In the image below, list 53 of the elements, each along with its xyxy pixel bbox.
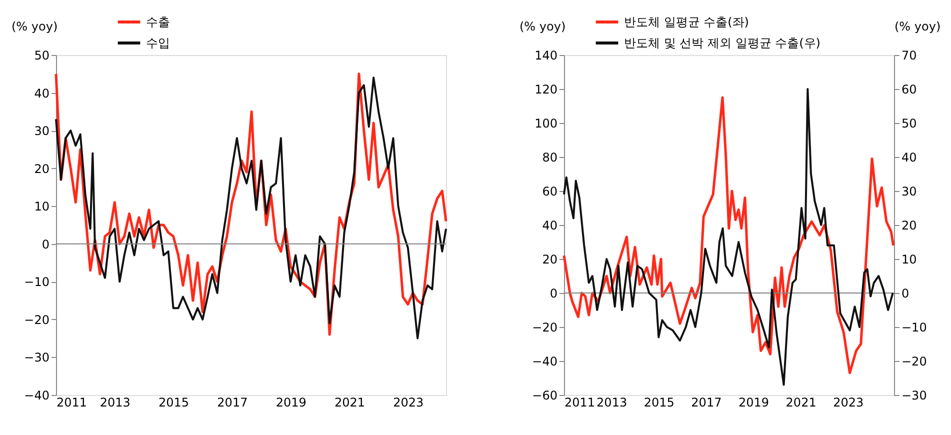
y-tick-label: −20	[24, 312, 50, 327]
y-tick-label: 140	[534, 48, 558, 62]
y2-tick-label: 20	[902, 218, 917, 232]
x-tick-label: 2013	[596, 396, 628, 410]
y-tick-label: 50	[34, 48, 50, 62]
y2-tick-label: −30	[902, 388, 927, 402]
x-tick-label: 2015	[644, 396, 674, 410]
y-tick-label: 20	[542, 252, 558, 266]
y2-tick-label: 30	[902, 184, 917, 198]
y-tick-label: −10	[24, 275, 50, 290]
y-tick-label: 40	[542, 218, 558, 232]
x-tick-label: 2011	[56, 396, 88, 410]
y2-tick-label: −20	[902, 354, 927, 368]
y2-axis-title: (% yoy)	[894, 20, 941, 34]
y2-tick-label: 10	[902, 252, 917, 266]
x-tick-label: 2019	[276, 396, 306, 410]
y-tick-label: 20	[34, 162, 50, 176]
x-tick-label: 2021	[334, 396, 366, 410]
x-tick-label: 2011	[564, 396, 596, 410]
x-tick-label: 2015	[158, 396, 190, 410]
y-axis-title: (% yoy)	[520, 20, 566, 34]
x-tick-label: 2021	[786, 396, 816, 410]
legend-label: 반도체 및 선박 제외 일평균 수출(우)	[624, 36, 820, 50]
x-tick-label: 2013	[100, 396, 130, 410]
x-tick-label: 2023	[833, 396, 864, 410]
y-tick-label: 30	[34, 124, 50, 138]
y-tick-label: −40	[24, 388, 50, 402]
y-tick-label: −40	[532, 354, 558, 368]
x-tick-label: 2017	[691, 396, 722, 410]
legend-label: 반도체 일평균 수출(좌)	[624, 15, 749, 29]
y2-tick-label: 0	[902, 286, 910, 300]
y-axis-title: (% yoy)	[12, 20, 58, 34]
y2-tick-label: 40	[902, 150, 917, 164]
y-tick-label: −30	[24, 350, 50, 365]
y-tick-label: 0	[550, 286, 558, 300]
x-tick-label: 2019	[738, 396, 770, 410]
y-tick-label: 120	[534, 82, 558, 96]
y-tick-label: −20	[532, 320, 558, 334]
y-tick-label: 60	[542, 184, 558, 198]
y-tick-label: 80	[542, 150, 558, 164]
y2-tick-label: 60	[902, 82, 917, 96]
y2-tick-label: −10	[902, 320, 927, 334]
y2-tick-label: 50	[902, 116, 917, 130]
y2-tick-label: 70	[902, 48, 917, 62]
legend-label: 수출	[146, 15, 170, 29]
y-tick-label: 40	[34, 86, 50, 100]
y-tick-label: 100	[534, 116, 558, 130]
y-tick-label: 10	[34, 200, 50, 214]
x-tick-label: 2023	[393, 396, 424, 410]
y-tick-label: −60	[532, 388, 558, 402]
legend-label: 수입	[146, 36, 170, 50]
y-tick-label: 0	[42, 237, 50, 252]
x-tick-label: 2017	[217, 396, 248, 410]
